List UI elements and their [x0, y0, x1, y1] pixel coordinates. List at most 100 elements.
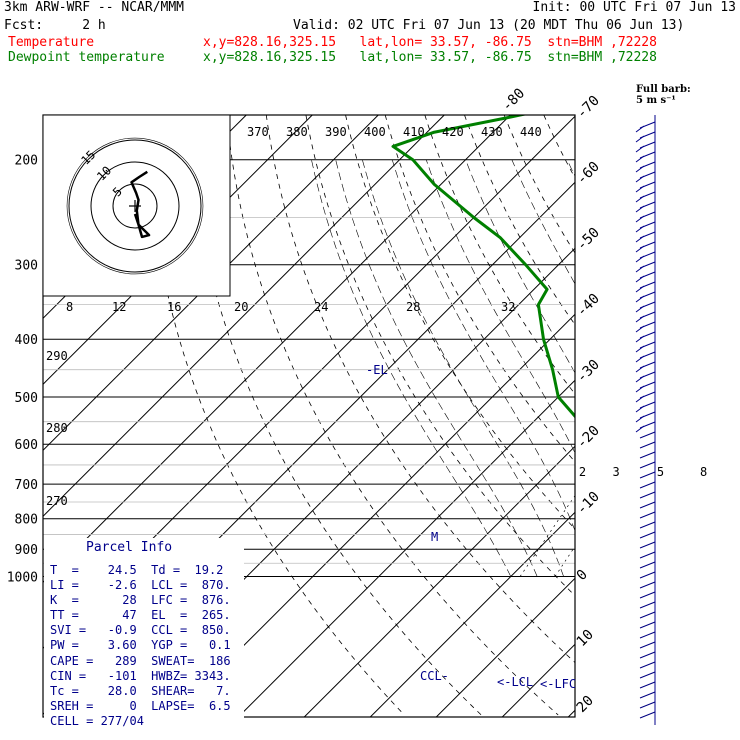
isotherm-line [634, 115, 740, 717]
wind-barb [639, 651, 656, 659]
theta-e-label: 32 [501, 300, 515, 314]
wind-barb-flag [635, 305, 645, 313]
dry-adiabat [503, 115, 575, 254]
wind-barb-flag [635, 285, 645, 293]
pressure-label: 600 [15, 438, 38, 453]
wind-barb [639, 711, 656, 719]
forecast-hour: Fcst: 2 h [4, 18, 106, 33]
parcel-row: T = 24.5 Td = 19.2 [50, 563, 224, 577]
mixing-ratio-line [554, 545, 575, 577]
dry-adiabat [663, 115, 740, 715]
isotherm-label: -70 [574, 93, 603, 122]
wind-barb [639, 531, 656, 539]
theta-e-label: 12 [112, 300, 126, 314]
wind-barb-flag [635, 375, 645, 383]
wind-barb-flag [635, 205, 645, 213]
wind-barb-flag [635, 345, 645, 353]
theta-label: 400 [364, 125, 386, 139]
wind-barb-flag [635, 235, 645, 243]
dry-adiabat [384, 115, 575, 463]
isotherm-label: -40 [574, 291, 603, 320]
wind-barb-flag [635, 295, 645, 303]
wind-barb-flag [635, 135, 645, 143]
wind-barb [639, 441, 656, 449]
wind-barb-flag [635, 405, 645, 413]
wind-barb [639, 461, 656, 469]
parcel-row: SVI = -0.9 CCL = 850. [50, 623, 231, 638]
isotherm-label: -20 [574, 423, 603, 452]
isotherm-line [435, 577, 575, 717]
wind-barb-flag [635, 415, 645, 423]
isotherm-label-text: -20 [574, 423, 603, 452]
isotherm-line [171, 313, 575, 717]
dewpoint-curve [391, 115, 575, 419]
side-theta-label: 290 [46, 349, 68, 363]
dry-adiabat [345, 115, 575, 530]
isotherm-label-text: -80 [499, 85, 528, 114]
barb-legend: Full barb: 5 m s⁻¹ [636, 84, 691, 106]
pressure-label: 400 [15, 333, 38, 348]
wind-barb [639, 501, 656, 509]
mixing-ratio-label: 8 [700, 465, 707, 479]
dry-adiabat [623, 115, 740, 715]
wind-barb [639, 611, 656, 619]
theta-label: 410 [403, 125, 425, 139]
isotherm-label: 10 [574, 627, 597, 650]
wind-barb-flag [635, 195, 645, 203]
parcel-info-panel: Parcel Info T = 24.5 Td = 19.2 LI = -2.6 … [44, 538, 244, 728]
model-title: 3km ARW-WRF -- NCAR/MMM [4, 0, 185, 15]
theta-label: 430 [481, 125, 503, 139]
mixing-ratio-label: 12 [739, 465, 740, 479]
isotherm-label: -80 [499, 85, 528, 114]
lcl-marker: <-LCL [497, 675, 533, 689]
mixing-ratio-line [519, 495, 575, 577]
dewpoint-location: x,y=828.16,325.15 lat,lon= 33.57, -86.75… [203, 50, 657, 65]
parcel-row: CELL = 277/04 [50, 713, 144, 728]
el-marker: -EL [366, 363, 388, 377]
wind-barb-flag [635, 225, 645, 233]
moist-adiabat [465, 159, 575, 374]
theta-label: 370 [247, 125, 269, 139]
isotherm-line [700, 115, 740, 717]
hodograph-trace [130, 170, 151, 239]
theta-e-label: 8 [66, 300, 73, 314]
dry-adiabat [265, 115, 575, 664]
pressure-label: 700 [15, 478, 38, 493]
parcel-row: CIN = -101 HWBZ= 3343. [50, 668, 231, 683]
side-theta-label: 280 [46, 421, 68, 435]
wind-barb [639, 681, 656, 689]
dewpoint-label: Dewpoint temperature [8, 50, 165, 65]
moist-adiabat [362, 159, 564, 577]
pressure-label: 200 [15, 154, 38, 169]
ccl-marker: CCL- [420, 669, 449, 683]
init-time: Init: 00 UTC Fri 07 Jun 13 [532, 0, 737, 15]
wind-barb [639, 571, 656, 579]
isotherm-line [43, 115, 379, 451]
side-theta-label: 270 [46, 494, 68, 508]
wind-barb-flag [635, 155, 645, 163]
wind-barb-flag [635, 425, 645, 433]
wind-barb-flag [635, 165, 645, 173]
isotherm-label: -30 [574, 357, 603, 386]
isotherm-label-text: -40 [574, 291, 603, 320]
parcel-info-title: Parcel Info [86, 540, 173, 555]
wind-barb [639, 521, 656, 529]
isotherm-label-text: 10 [574, 627, 597, 650]
theta-e-label: 28 [406, 300, 420, 314]
mixing-ratio-line [646, 444, 729, 576]
wind-barb [639, 661, 656, 669]
wind-barb [639, 511, 656, 519]
wind-barb-flag [635, 145, 645, 153]
pressure-label: 300 [15, 259, 38, 274]
temperature-location: x,y=828.16,325.15 lat,lon= 33.57, -86.75… [203, 35, 657, 50]
wind-barb [639, 581, 656, 589]
wind-barb-flag [635, 315, 645, 323]
theta-e-label: 20 [234, 300, 248, 314]
isotherm-line [303, 445, 575, 717]
isotherm-label: -50 [574, 225, 603, 254]
isotherm-line [43, 115, 445, 517]
theta-label: 390 [325, 125, 347, 139]
wind-barb-flag [635, 395, 645, 403]
isotherm-label-text: -50 [574, 225, 603, 254]
wind-barb [639, 491, 656, 499]
